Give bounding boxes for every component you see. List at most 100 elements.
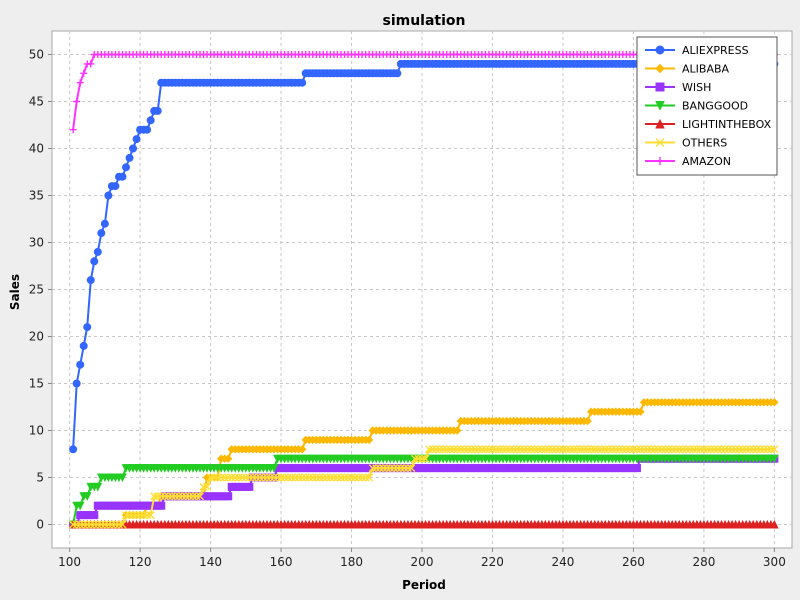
- data-point: [86, 520, 95, 529]
- data-point: [671, 445, 680, 454]
- data-point: [530, 445, 539, 454]
- data-point: [336, 473, 345, 482]
- data-point: [407, 464, 416, 473]
- data-point: [706, 445, 715, 454]
- data-point: [83, 520, 92, 529]
- data-point: [551, 445, 560, 454]
- data-point: [368, 464, 377, 473]
- data-point: [714, 445, 722, 454]
- data-point: [150, 492, 159, 501]
- data-point: [442, 445, 451, 454]
- data-point: [308, 473, 317, 482]
- data-point: [752, 445, 761, 454]
- data-point: [629, 445, 638, 454]
- data-point: [558, 445, 567, 454]
- data-point: [502, 445, 511, 454]
- data-point: [435, 445, 444, 454]
- legend-item: WISH: [645, 81, 711, 94]
- data-point: [654, 445, 663, 454]
- data-point: [118, 473, 127, 483]
- data-point: [396, 464, 405, 473]
- data-point: [157, 492, 166, 501]
- data-point: [389, 464, 398, 473]
- data-point: [146, 511, 155, 520]
- data-point: [636, 407, 645, 416]
- legend-label: ALIEXPRESS: [682, 44, 749, 57]
- data-point: [453, 445, 462, 454]
- data-point: [224, 492, 233, 501]
- data-point: [520, 445, 529, 454]
- data-point: [604, 445, 613, 454]
- data-point: [329, 473, 338, 482]
- data-point: [759, 445, 768, 454]
- data-point: [656, 157, 664, 165]
- legend: ALIEXPRESS ALIBABA WISH BANGGOOD LIGHTINTHEB…: [636, 36, 778, 176]
- data-point: [118, 172, 127, 181]
- data-point: [432, 445, 441, 454]
- data-point: [340, 473, 349, 482]
- data-point: [298, 78, 307, 87]
- y-tick-label: 5: [36, 471, 44, 485]
- data-point: [766, 445, 775, 454]
- data-point: [326, 473, 335, 482]
- data-point: [245, 482, 254, 491]
- data-point: [583, 445, 592, 454]
- data-point: [203, 482, 212, 491]
- data-point: [146, 116, 155, 125]
- data-point: [632, 464, 641, 473]
- data-point: [410, 454, 419, 463]
- data-point: [238, 473, 247, 482]
- data-point: [428, 445, 437, 454]
- data-point: [196, 492, 204, 501]
- data-point: [618, 445, 627, 454]
- data-point: [361, 473, 370, 482]
- data-point: [682, 445, 691, 454]
- data-point: [562, 445, 571, 454]
- data-point: [213, 473, 222, 482]
- data-point: [252, 473, 261, 482]
- x-tick-label: 240: [551, 555, 574, 569]
- series-layer: [68, 51, 779, 530]
- data-point: [347, 473, 356, 482]
- data-point: [655, 138, 665, 147]
- data-point: [601, 445, 610, 454]
- data-point: [315, 473, 324, 482]
- data-point: [555, 445, 564, 454]
- data-point: [80, 69, 88, 77]
- data-point: [87, 60, 95, 68]
- data-point: [188, 492, 197, 501]
- data-point: [358, 473, 367, 482]
- data-point: [481, 445, 490, 454]
- data-point: [372, 464, 381, 473]
- data-point: [139, 511, 148, 520]
- data-point: [569, 445, 578, 454]
- data-point: [100, 219, 109, 228]
- data-point: [418, 454, 426, 463]
- data-point: [83, 323, 92, 332]
- x-tick-label: 280: [692, 555, 715, 569]
- series-others: [69, 445, 779, 529]
- data-point: [122, 163, 130, 172]
- y-tick-label: 40: [29, 142, 44, 156]
- data-point: [513, 445, 522, 454]
- data-point: [643, 445, 652, 454]
- data-point: [668, 445, 677, 454]
- data-point: [439, 445, 448, 454]
- data-point: [615, 445, 624, 454]
- legend-label: WISH: [682, 81, 711, 94]
- data-point: [129, 511, 138, 520]
- data-point: [79, 520, 88, 529]
- data-point: [365, 473, 374, 482]
- data-point: [97, 520, 106, 529]
- data-point: [90, 511, 99, 520]
- data-point: [220, 473, 229, 482]
- y-tick-label: 30: [29, 236, 44, 250]
- data-point: [724, 445, 733, 454]
- data-point: [294, 473, 303, 482]
- data-point: [770, 445, 779, 454]
- data-point: [227, 473, 236, 482]
- data-point: [206, 473, 215, 482]
- data-point: [425, 445, 434, 454]
- data-point: [632, 445, 641, 454]
- data-point: [277, 473, 286, 482]
